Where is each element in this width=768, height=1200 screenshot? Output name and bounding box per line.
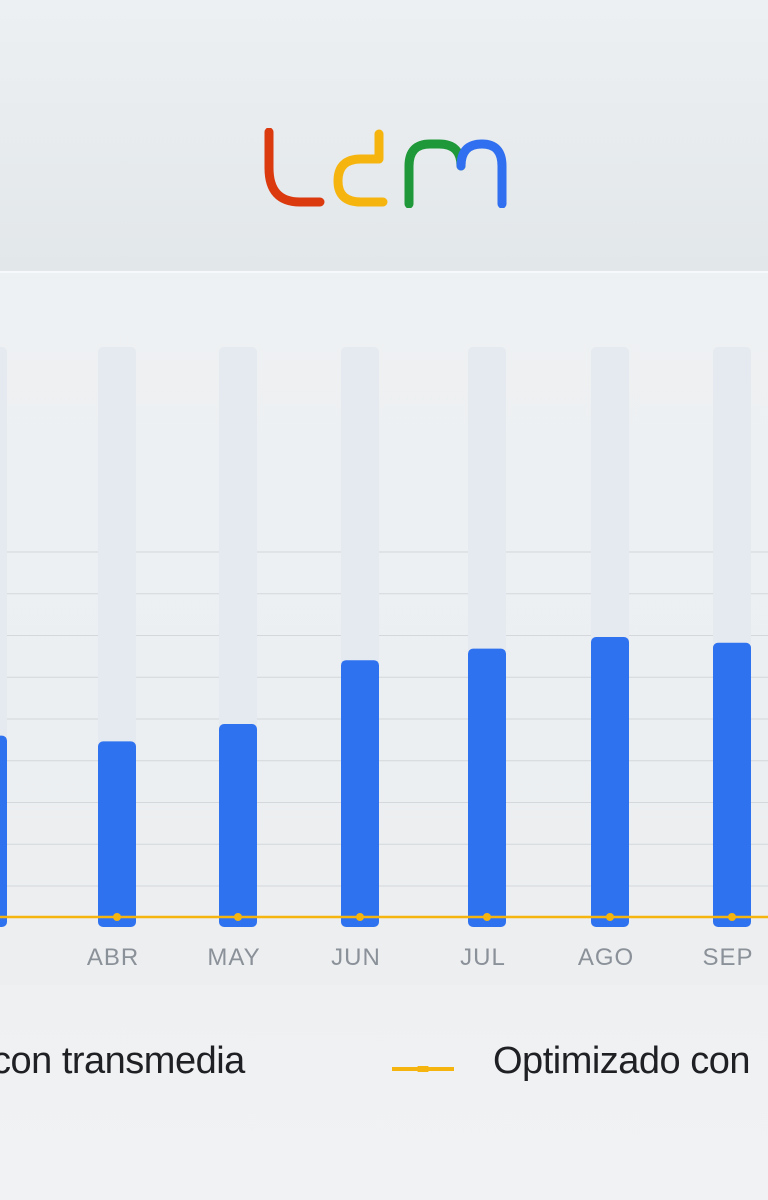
x-tick-label-ago: AGO [578, 944, 634, 971]
logo-letter-m-right [456, 139, 507, 208]
x-tick-label-jun: JUN [331, 944, 381, 971]
line-point-ago [606, 913, 614, 921]
line-point-abr [113, 913, 121, 921]
logo-letter-u [264, 128, 325, 207]
logo-letter-d [333, 129, 388, 207]
legend-line-marker-icon [392, 1066, 454, 1072]
legend-label-con-transmedia: con transmedia [0, 1040, 245, 1082]
legend: con transmedia Optimizado con [0, 1030, 768, 1110]
bar-sep [713, 642, 751, 927]
bar-jun [341, 660, 379, 927]
x-tick-label-jul: JUL [460, 944, 506, 971]
chart-panel: RABRMAYJUNJULAGOSEP [0, 273, 768, 985]
line-point-sep [728, 913, 736, 921]
legend-label-optimizado-con: Optimizado con [493, 1040, 751, 1082]
udm-logo [264, 128, 507, 208]
bar-chart: RABRMAYJUNJULAGOSEP [0, 347, 768, 971]
line-point-jul [483, 913, 491, 921]
bar-abr [98, 741, 136, 927]
bar-jul [468, 648, 506, 927]
x-tick-label-may: MAY [207, 944, 260, 971]
header [0, 0, 768, 272]
line-point-may [234, 913, 242, 921]
bar-r [0, 735, 7, 927]
logo-letter-m-left [404, 139, 466, 208]
x-tick-label-abr: ABR [87, 944, 139, 971]
header-divider [0, 271, 768, 273]
bar-may [219, 724, 257, 927]
bar-ago [591, 637, 629, 927]
x-tick-label-sep: SEP [702, 944, 753, 971]
line-point-jun [356, 913, 364, 921]
